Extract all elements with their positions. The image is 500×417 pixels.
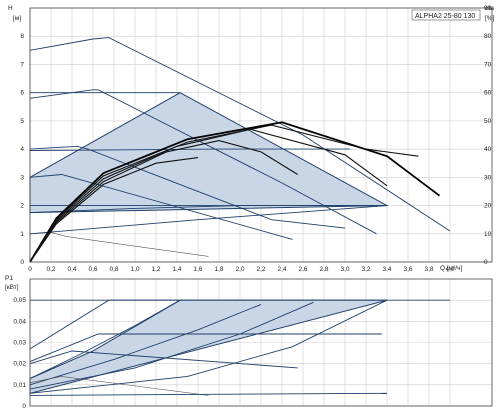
head-x-tick: 0,2 <box>46 266 55 273</box>
head-series-7 <box>29 205 387 214</box>
head-x-tick: 3,0 <box>340 266 349 273</box>
chart-title: ALPHA2 25-80 130 <box>415 13 475 20</box>
head-y-tick: 7 <box>20 61 24 68</box>
head-x-tick: 0,8 <box>109 266 118 273</box>
head-series-14 <box>29 157 199 263</box>
power-y-tick: 0 <box>22 403 26 410</box>
head-series-6 <box>29 174 293 240</box>
head-x-tick: 1,6 <box>193 266 202 273</box>
head-x-tick: 4,0 <box>445 266 454 273</box>
head-series-12 <box>29 128 388 263</box>
head-x-tick: 0 <box>28 266 32 273</box>
head-series-3 <box>29 148 351 151</box>
head-series-10 <box>29 121 441 263</box>
eta-y-tick: 40 <box>484 146 492 153</box>
power-chart-grid <box>29 279 492 407</box>
head-flow-chart: 0 0,2 0,4 0,6 0,8 1,0 1,2 1,4 1,6 1,8 2,0 2,2 2,4 2,6… <box>8 5 495 273</box>
head-x-tick: 1,4 <box>172 266 181 273</box>
power-axis-unit: [кВт] <box>5 284 19 291</box>
eta-axis-unit: [%] <box>485 15 495 22</box>
head-series-13 <box>29 140 298 263</box>
head-x-tick: 3,2 <box>361 266 370 273</box>
head-x-tick: 2,4 <box>277 266 286 273</box>
head-chart-frame <box>29 7 493 263</box>
power-series-8 <box>29 299 388 394</box>
head-axis-unit: [м] <box>13 15 21 22</box>
head-series-0 <box>29 37 451 232</box>
head-y-tick: 5 <box>20 118 24 125</box>
power-chart-frame <box>29 278 493 407</box>
eta-y-tick: 70 <box>484 61 492 68</box>
head-y-tick-labels: 0 1 2 3 4 5 6 7 8 <box>20 33 24 266</box>
head-series-4 <box>29 145 346 229</box>
eta-y-tick: 20 <box>484 203 492 210</box>
eta-y-tick: 30 <box>484 174 492 181</box>
head-series-11 <box>29 124 419 263</box>
eta-y-tick: 60 <box>484 90 492 97</box>
power-y-tick: 0,01 <box>13 382 26 389</box>
head-y-tick: 8 <box>20 33 24 40</box>
head-series-8 <box>29 232 209 257</box>
eta-y-tick: 90 <box>484 5 492 12</box>
power-axis-label: P1 <box>5 275 13 282</box>
power-flow-chart: 0 0,01 0,02 0,03 0,04 0,05 P1 [кВт] <box>5 275 493 410</box>
power-series-7 <box>29 376 209 396</box>
head-x-tick-labels: 0 0,2 0,4 0,6 0,8 1,0 1,2 1,4 1,6 1,8 2,0 2,2 2,4 2,6… <box>28 266 455 273</box>
head-x-tick: 1,2 <box>151 266 160 273</box>
head-x-tick: 2,6 <box>298 266 307 273</box>
head-y-tick: 6 <box>20 90 24 97</box>
power-series-2 <box>29 333 382 363</box>
head-y-tick: 0 <box>20 259 24 266</box>
power-series-3 <box>29 299 181 379</box>
head-x-tick: 1,8 <box>214 266 223 273</box>
head-axis-label: H <box>8 5 13 12</box>
head-y-tick: 3 <box>20 174 24 181</box>
power-y-tick: 0,04 <box>13 318 26 325</box>
power-series-6 <box>29 301 314 390</box>
eta-y-tick: 10 <box>484 231 492 238</box>
eta-y-tick: 80 <box>484 33 492 40</box>
head-curves <box>29 37 451 263</box>
eta-y-tick: 0 <box>484 259 488 266</box>
eta-axis-label: eta <box>485 5 494 12</box>
power-y-tick-labels: 0 0,01 0,02 0,03 0,04 0,05 <box>13 297 26 410</box>
head-x-tick: 2,8 <box>319 266 328 273</box>
power-y-tick: 0,03 <box>13 340 26 347</box>
power-y-tick: 0,02 <box>13 361 26 368</box>
head-y-tick: 1 <box>20 231 24 238</box>
flow-axis-label: Q [м³/ч] <box>440 265 462 272</box>
head-chart-grid <box>29 7 492 263</box>
head-x-tick: 0,6 <box>88 266 97 273</box>
power-curves <box>29 299 450 396</box>
head-x-tick: 2,2 <box>256 266 265 273</box>
head-y-tick: 2 <box>20 203 24 210</box>
power-series-5 <box>29 350 298 369</box>
power-y-tick: 0,05 <box>13 297 26 304</box>
eta-y-tick-labels: 0 10 20 30 40 50 60 70 80 90 <box>484 5 492 266</box>
power-series-4 <box>29 303 262 386</box>
head-series-9 <box>29 205 388 235</box>
head-x-tick: 0,4 <box>67 266 76 273</box>
head-y-tick: 4 <box>20 146 24 153</box>
head-x-tick: 3,4 <box>382 266 391 273</box>
eta-y-tick: 50 <box>484 118 492 125</box>
power-series-9 <box>29 392 388 396</box>
head-x-tick: 2,0 <box>235 266 244 273</box>
head-x-tick: 1,0 <box>130 266 139 273</box>
chart-title-box <box>411 9 481 21</box>
head-series-2 <box>29 89 377 235</box>
head-x-tick: 3,8 <box>424 266 433 273</box>
head-x-tick: 3,6 <box>403 266 412 273</box>
